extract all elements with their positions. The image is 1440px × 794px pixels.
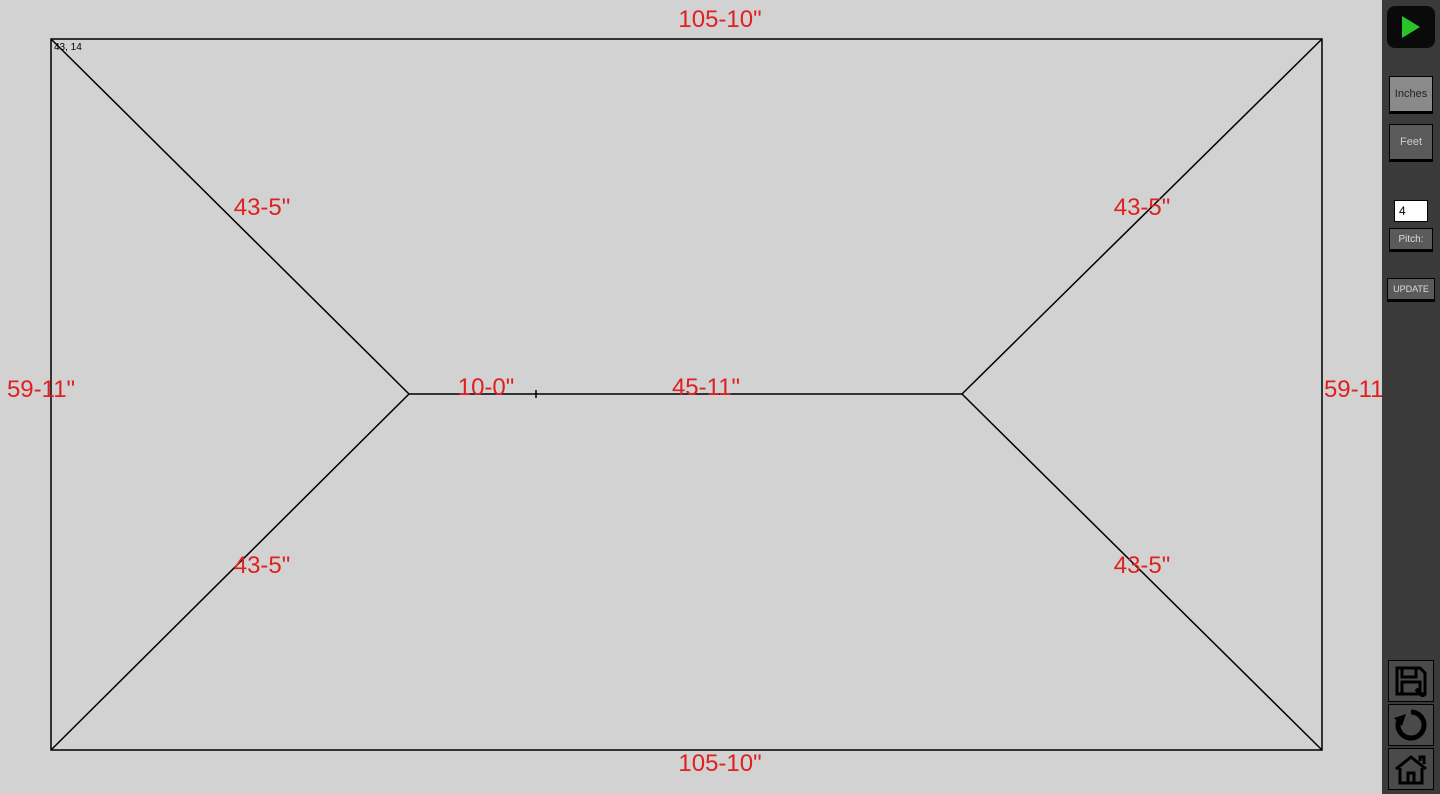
corner-coords: 43, 14 [54, 42, 82, 53]
dim-bottom: 105-10" [678, 750, 761, 778]
units-inches-button[interactable]: Inches [1389, 76, 1433, 112]
dim-ridge-a: 10-0" [458, 374, 515, 402]
save-button[interactable] [1388, 660, 1434, 702]
units-feet-button[interactable]: Feet [1389, 124, 1433, 160]
rotate-icon [1394, 708, 1428, 742]
save-disk-icon [1394, 665, 1428, 697]
bottom-icon-group [1382, 660, 1440, 790]
dim-hip-br: 43-5" [1114, 552, 1171, 580]
home-icon [1392, 753, 1430, 785]
right-toolbar: Inches Feet Pitch: UPDATE [1382, 0, 1440, 794]
feet-label: Feet [1400, 136, 1422, 148]
play-button[interactable] [1387, 6, 1435, 48]
update-button[interactable]: UPDATE [1387, 278, 1435, 300]
play-icon [1400, 14, 1422, 40]
dim-hip-bl: 43-5" [234, 552, 291, 580]
dim-top: 105-10" [678, 6, 761, 34]
pitch-input[interactable] [1394, 200, 1428, 222]
rotate-button[interactable] [1388, 704, 1434, 746]
drawing-canvas[interactable]: 105-10" 105-10" 59-11" 59-11" 43-5" 43-5… [0, 0, 1382, 794]
dim-hip-tr: 43-5" [1114, 194, 1171, 222]
home-button[interactable] [1388, 748, 1434, 790]
dim-left: 59-11" [7, 376, 75, 404]
dim-ridge-b: 45-11" [672, 374, 740, 402]
pitch-label: Pitch: [1389, 228, 1433, 250]
dim-hip-tl: 43-5" [234, 194, 291, 222]
inches-label: Inches [1395, 88, 1427, 100]
update-label: UPDATE [1393, 284, 1429, 294]
